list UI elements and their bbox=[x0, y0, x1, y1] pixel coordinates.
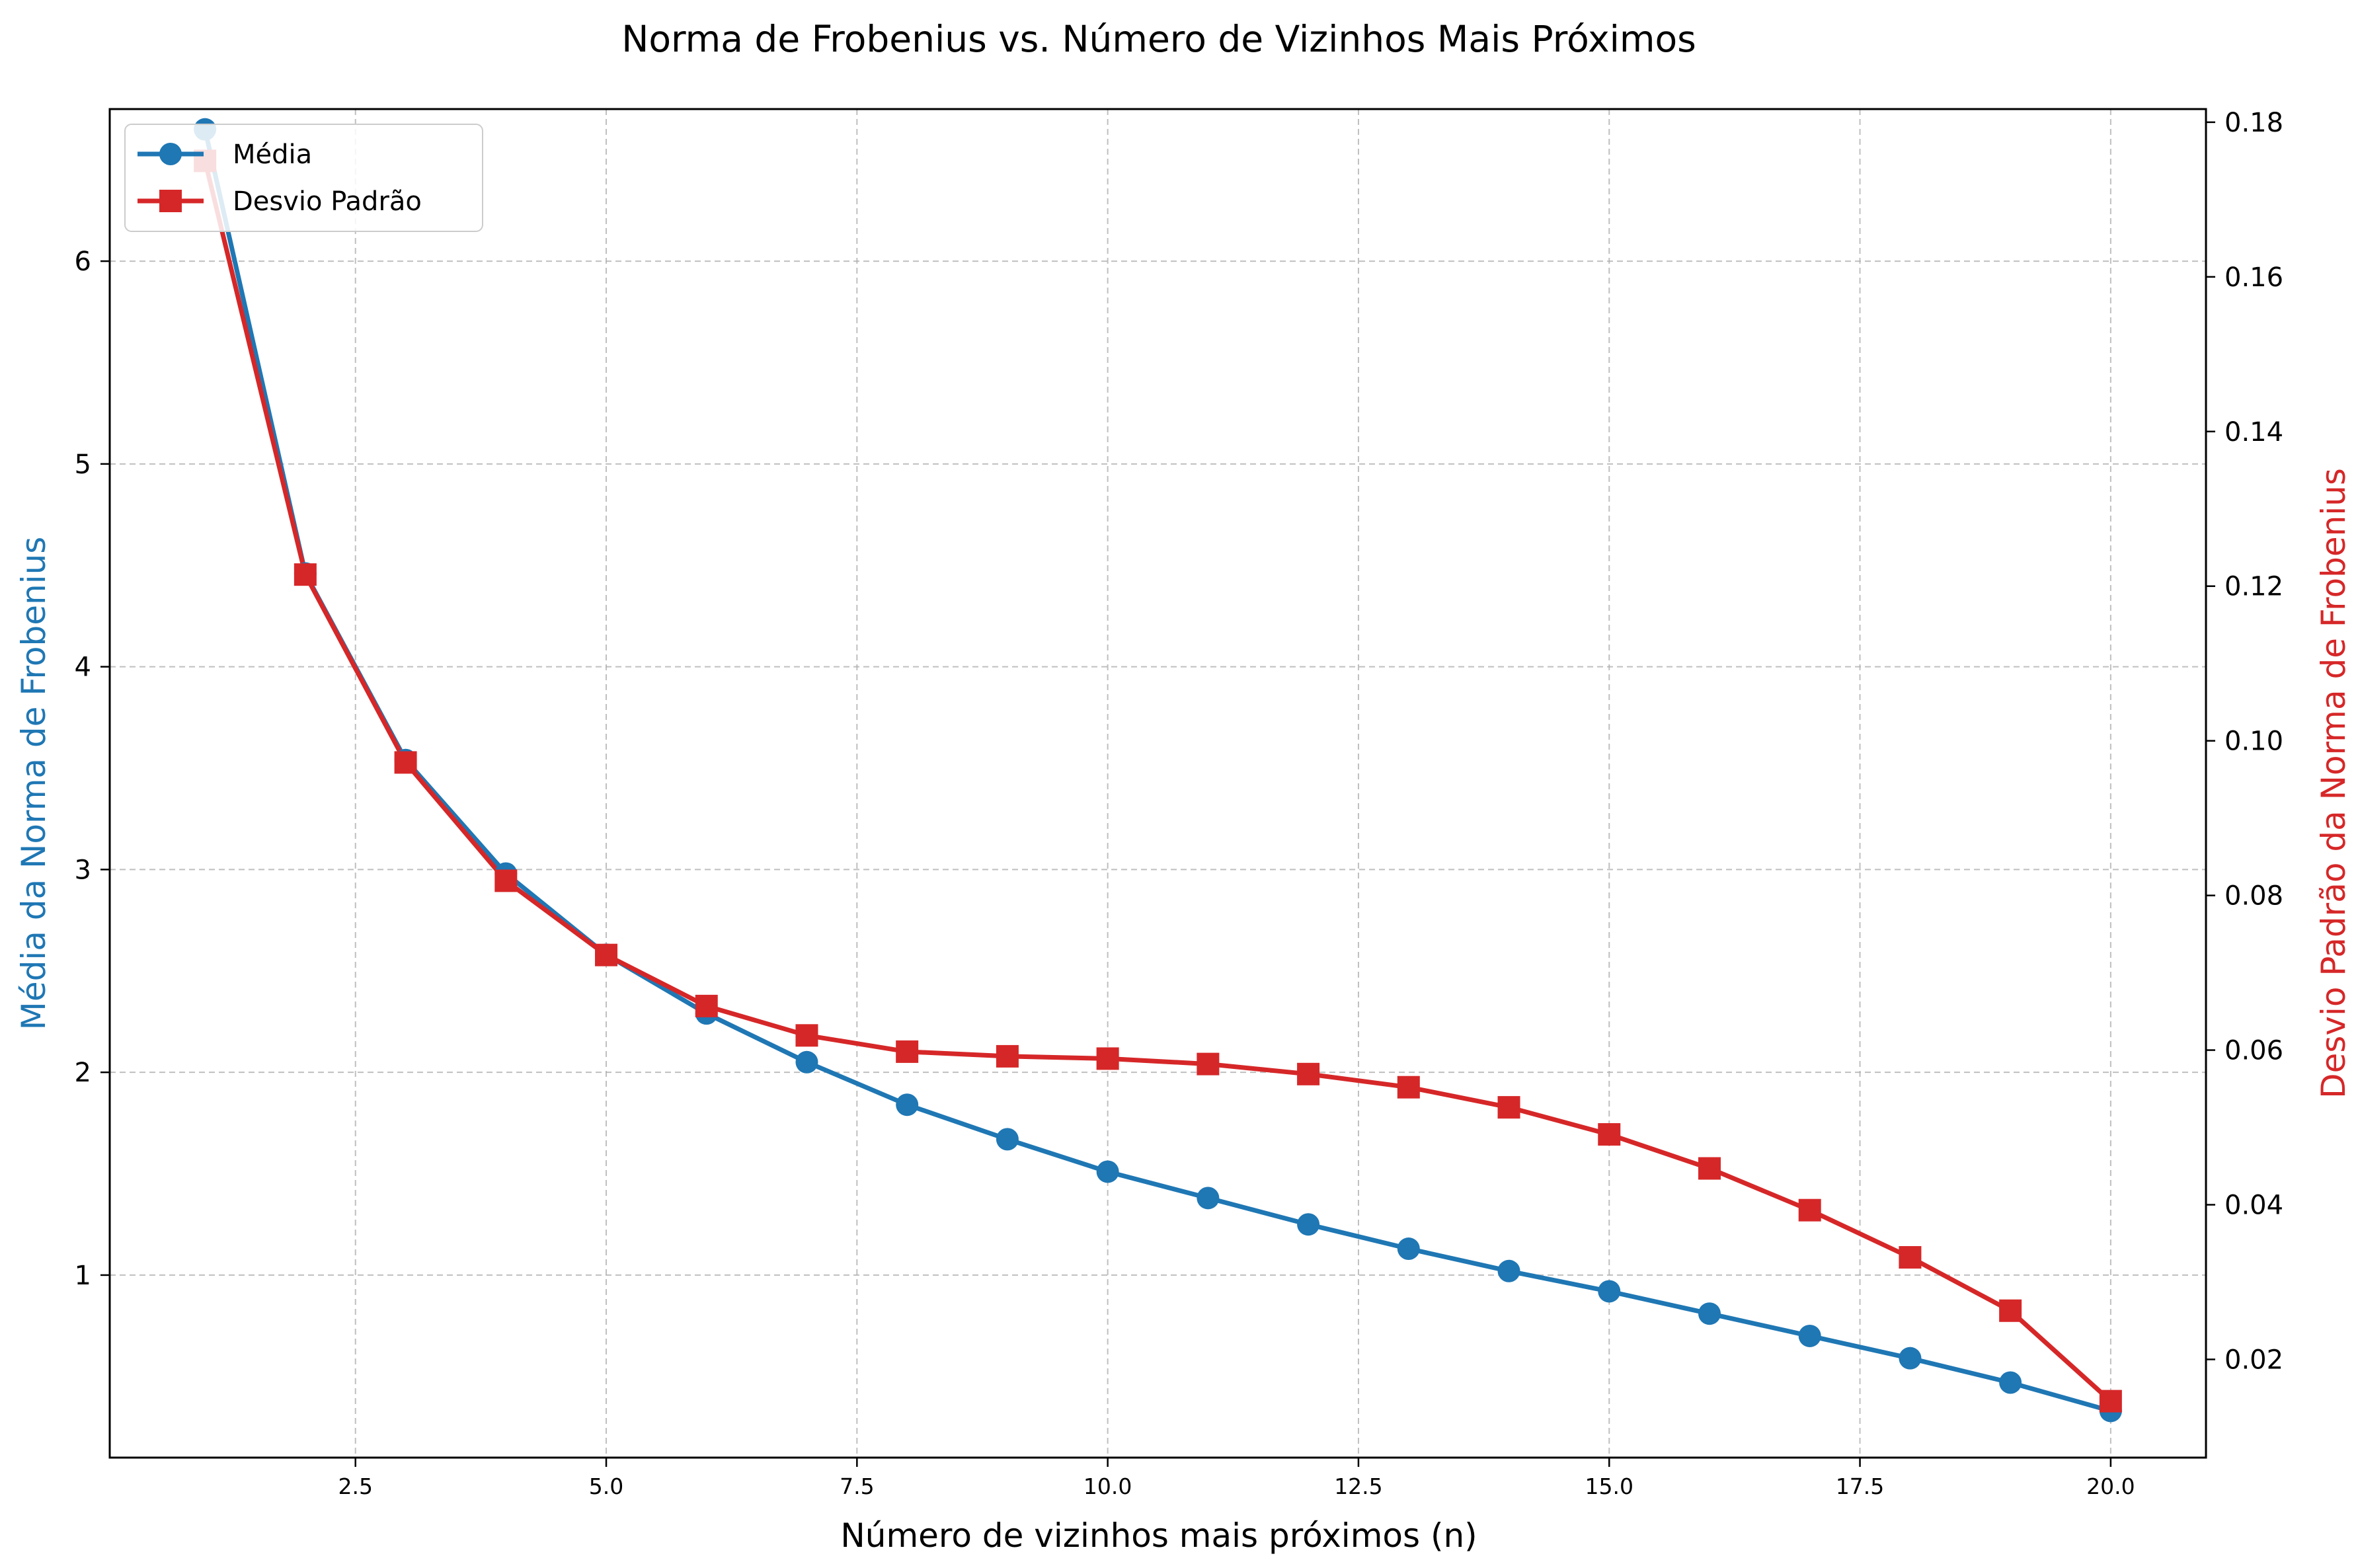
data-point-media bbox=[795, 1050, 818, 1074]
data-point-desvio-padrao bbox=[1497, 1096, 1520, 1119]
y-right-tick-label: 0.04 bbox=[2224, 1191, 2283, 1221]
x-tick-label: 2.5 bbox=[338, 1473, 372, 1499]
data-point-desvio-padrao bbox=[1999, 1299, 2022, 1322]
y-left-tick-label: 1 bbox=[75, 1261, 91, 1291]
data-point-desvio-padrao bbox=[1096, 1047, 1119, 1070]
legend-marker-desvio-padrao bbox=[159, 190, 182, 212]
legend-label-media: Média bbox=[233, 139, 312, 170]
data-point-desvio-padrao bbox=[795, 1024, 818, 1047]
data-point-media bbox=[1698, 1302, 1721, 1325]
data-point-media bbox=[1197, 1187, 1220, 1210]
y-left-tick-label: 2 bbox=[75, 1058, 91, 1088]
data-point-desvio-padrao bbox=[996, 1044, 1019, 1068]
y-left-tick-label: 5 bbox=[75, 450, 91, 480]
legend-box bbox=[124, 124, 483, 232]
y-right-tick-label: 0.10 bbox=[2224, 726, 2283, 757]
series-line-media bbox=[202, 128, 2111, 1413]
x-axis: 2.5 5.0 7.5 10.0 12.5 15.0 17.5 20.0 bbox=[338, 1458, 2135, 1499]
data-point-desvio-padrao bbox=[1698, 1157, 1721, 1180]
y-axis-right-label: Desvio Padrão da Norma de Frobenius bbox=[2314, 468, 2353, 1099]
y-right-tick-label: 0.14 bbox=[2224, 417, 2283, 448]
y-right-tick-label: 0.02 bbox=[2224, 1345, 2283, 1375]
x-tick-label: 5.0 bbox=[589, 1473, 623, 1499]
x-tick-label: 12.5 bbox=[1334, 1473, 1382, 1499]
data-point-desvio-padrao bbox=[1798, 1198, 1821, 1222]
data-point-desvio-padrao bbox=[494, 869, 518, 892]
data-point-media bbox=[1899, 1347, 1922, 1370]
series-lines bbox=[202, 128, 2113, 1413]
data-point-desvio-padrao bbox=[1899, 1246, 1922, 1269]
y-right-tick-label: 0.06 bbox=[2224, 1036, 2283, 1066]
x-axis-label: Número de vizinhos mais próximos (n) bbox=[840, 1516, 1477, 1555]
y-axis-right: 0.02 0.04 0.06 0.08 0.10 0.12 0.14 0.16 0.18 bbox=[2206, 108, 2283, 1375]
data-point-media bbox=[896, 1093, 919, 1117]
x-tick-label: 17.5 bbox=[1836, 1473, 1884, 1499]
data-point-media bbox=[1999, 1371, 2022, 1394]
plot-frame bbox=[108, 108, 2207, 1459]
legend-label-desvio-padrao: Desvio Padrão bbox=[233, 186, 422, 217]
y-right-tick-label: 0.18 bbox=[2224, 108, 2283, 138]
y-axis-left-label: Média da Norma de Frobenius bbox=[15, 537, 53, 1031]
data-point-media bbox=[1297, 1213, 1320, 1236]
data-point-desvio-padrao bbox=[896, 1040, 919, 1063]
chart-title: Norma de Frobenius vs. Número de Vizinho… bbox=[621, 18, 1696, 60]
data-point-media bbox=[1096, 1160, 1119, 1183]
y-left-tick-label: 3 bbox=[75, 855, 91, 885]
data-point-desvio-padrao bbox=[394, 751, 417, 774]
x-tick-label: 20.0 bbox=[2086, 1473, 2135, 1499]
data-point-media bbox=[1397, 1237, 1420, 1261]
y-left-tick-label: 4 bbox=[75, 652, 91, 683]
data-point-desvio-padrao bbox=[695, 994, 718, 1017]
x-tick-label: 15.0 bbox=[1585, 1473, 1633, 1499]
data-point-desvio-padrao bbox=[2099, 1390, 2122, 1413]
legend-marker-media bbox=[159, 143, 182, 165]
data-point-desvio-padrao bbox=[1297, 1062, 1320, 1085]
data-point-desvio-padrao bbox=[1197, 1052, 1220, 1076]
y-left-tick-label: 6 bbox=[75, 247, 91, 277]
series-line-desvio-padrao bbox=[202, 160, 2113, 1403]
x-tick-label: 10.0 bbox=[1083, 1473, 1132, 1499]
y-right-tick-label: 0.16 bbox=[2224, 262, 2283, 293]
data-point-media bbox=[1598, 1280, 1621, 1303]
data-point-desvio-padrao bbox=[1598, 1123, 1621, 1146]
x-tick-label: 7.5 bbox=[840, 1473, 874, 1499]
data-point-desvio-padrao bbox=[294, 563, 317, 586]
y-right-tick-label: 0.12 bbox=[2224, 572, 2283, 602]
data-point-media bbox=[1497, 1259, 1520, 1282]
y-right-tick-label: 0.08 bbox=[2224, 881, 2283, 912]
data-point-desvio-padrao bbox=[595, 943, 618, 966]
data-point-media bbox=[996, 1128, 1019, 1151]
data-point-desvio-padrao bbox=[1397, 1076, 1420, 1099]
legend: Média Desvio Padrão bbox=[124, 124, 483, 232]
data-point-media bbox=[1798, 1324, 1821, 1347]
y-axis-left: 1 2 3 4 5 6 bbox=[75, 247, 110, 1291]
